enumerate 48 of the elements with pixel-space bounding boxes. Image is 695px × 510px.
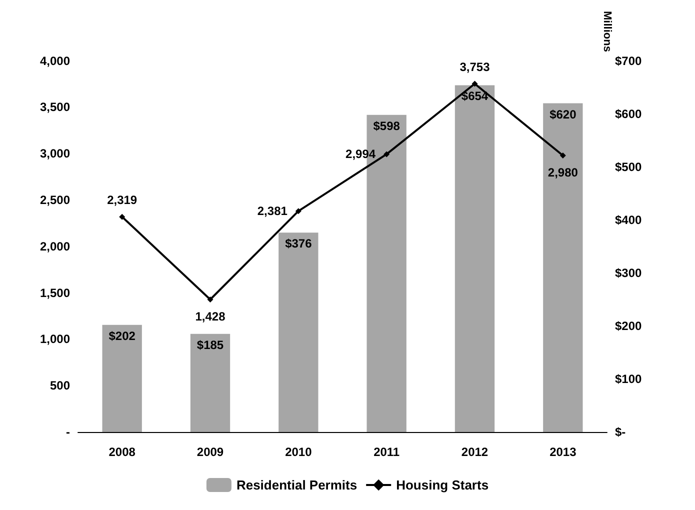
y2-tick-label: $600 (615, 106, 642, 121)
bar (278, 232, 318, 432)
y2-tick-label: $100 (615, 372, 642, 386)
y-tick-label: 500 (50, 378, 70, 393)
point (207, 296, 214, 302)
y2-tick-label: $700 (615, 54, 642, 68)
data-label: $202 (108, 328, 136, 343)
point (384, 151, 390, 158)
data-label: $620 (550, 107, 577, 122)
y-tick-label: 4,000 (40, 54, 70, 68)
x-tick-label: 2011 (374, 445, 400, 459)
bar (543, 103, 583, 432)
point (560, 152, 566, 158)
bar (454, 85, 495, 432)
legend-label: Housing Starts (396, 478, 489, 492)
data-label: $185 (196, 338, 224, 352)
y2-tick-label: $- (615, 425, 626, 439)
data-label: 2,994 (346, 147, 376, 162)
data-label: $376 (285, 236, 312, 251)
y-tick-label: 2,000 (40, 239, 70, 254)
x-tick-label: 2009 (196, 445, 224, 459)
y-tick-label: - (66, 425, 70, 439)
point (295, 208, 302, 214)
x-tick-label: 2012 (461, 445, 488, 459)
data-label: $598 (373, 118, 400, 133)
y-tick-label: 1,500 (40, 286, 70, 300)
y-tick-label: 3,000 (40, 146, 70, 161)
point (119, 214, 126, 220)
y-tick-label: 1,000 (40, 332, 70, 346)
y2-axis-title: Millions (601, 11, 613, 52)
x-tick-label: 2010 (285, 445, 312, 459)
y2-tick-label: $300 (615, 266, 642, 280)
x-tick-label: 2008 (108, 445, 136, 459)
y2-tick-label: $200 (615, 318, 642, 333)
data-label: 1,428 (195, 309, 226, 324)
data-label: 3,753 (460, 60, 490, 74)
x-tick-label: 2013 (550, 445, 577, 459)
y2-tick-label: $500 (615, 160, 642, 174)
y2-tick-label: $400 (615, 212, 642, 227)
bar (190, 334, 230, 432)
y-tick-label: 3,500 (40, 100, 70, 114)
data-label: 2,381 (257, 204, 288, 218)
y-tick-label: 2,500 (40, 193, 70, 208)
bar (102, 324, 142, 432)
data-label: 2,319 (107, 192, 138, 207)
point (472, 80, 478, 87)
legend-label: Residential Permits (236, 478, 358, 492)
data-label: 2,980 (548, 165, 578, 180)
